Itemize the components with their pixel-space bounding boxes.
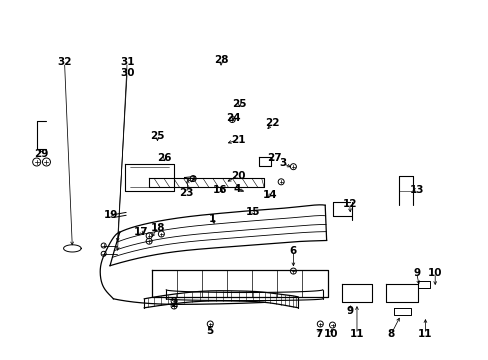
Text: 26: 26 <box>157 153 172 163</box>
Text: 24: 24 <box>225 113 240 123</box>
Text: 18: 18 <box>150 222 165 233</box>
Text: 11: 11 <box>417 329 432 339</box>
Text: 25: 25 <box>150 131 164 141</box>
Text: 20: 20 <box>230 171 245 181</box>
Text: 25: 25 <box>232 99 246 109</box>
Text: 10: 10 <box>427 268 442 278</box>
Text: 27: 27 <box>267 153 282 163</box>
Text: 29: 29 <box>34 149 49 159</box>
Text: 22: 22 <box>264 118 279 129</box>
Text: 31: 31 <box>120 57 134 67</box>
Text: 5: 5 <box>206 326 213 336</box>
Text: 6: 6 <box>289 246 296 256</box>
Text: 8: 8 <box>387 329 394 339</box>
Text: 30: 30 <box>120 68 134 78</box>
Text: 9: 9 <box>346 306 352 316</box>
Text: 11: 11 <box>349 329 364 339</box>
Text: 23: 23 <box>179 188 194 198</box>
Text: 12: 12 <box>342 199 356 210</box>
Text: 3: 3 <box>279 158 285 168</box>
Text: 15: 15 <box>245 207 260 217</box>
Text: 16: 16 <box>212 185 227 195</box>
Text: 4: 4 <box>233 184 241 194</box>
Text: 19: 19 <box>103 210 118 220</box>
Text: 13: 13 <box>408 185 423 195</box>
Text: 9: 9 <box>412 268 419 278</box>
Text: 10: 10 <box>323 329 338 339</box>
Text: 21: 21 <box>230 135 245 145</box>
Text: 7: 7 <box>314 329 322 339</box>
Text: 32: 32 <box>57 57 72 67</box>
Text: 1: 1 <box>209 213 216 224</box>
Text: 2: 2 <box>170 299 177 309</box>
Text: 28: 28 <box>213 55 228 66</box>
Text: 14: 14 <box>262 190 277 200</box>
Text: 17: 17 <box>134 227 148 237</box>
